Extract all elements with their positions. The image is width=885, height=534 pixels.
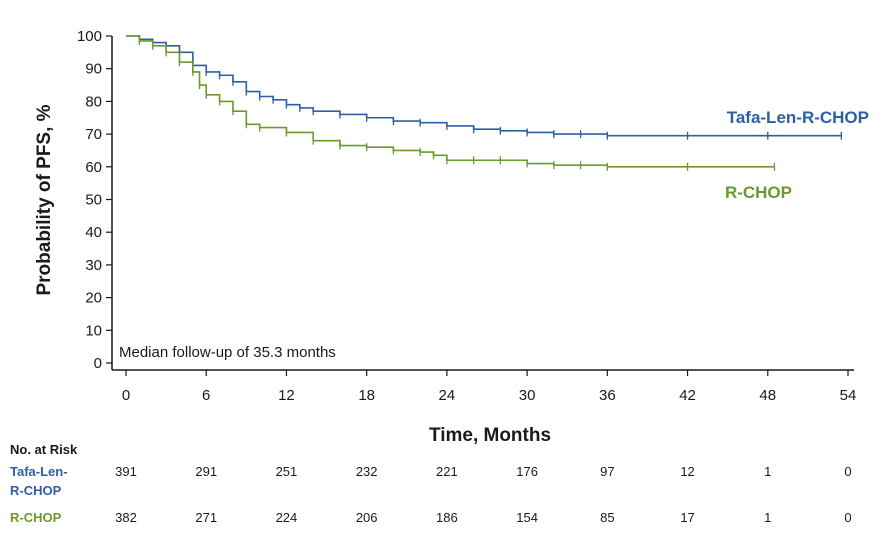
y-tick-label: 80 — [85, 93, 102, 110]
at-risk-count: 1 — [764, 464, 771, 479]
series-label-r-chop: R-CHOP — [725, 183, 792, 202]
x-ticks: 0 6 12 18 24 30 36 42 48 54 — [122, 370, 857, 404]
y-tick-label: 50 — [85, 192, 102, 209]
km-curve-r-chop — [126, 35, 775, 168]
y-tick-label: 90 — [85, 61, 102, 78]
at-risk-count: 291 — [195, 464, 217, 479]
at-risk-count: 154 — [516, 510, 538, 525]
y-tick-label: 30 — [85, 257, 102, 274]
y-ticks: 0 10 20 30 40 50 60 70 80 90 100 — [77, 28, 112, 372]
x-tick-label: 6 — [202, 387, 210, 404]
at-risk-count: 224 — [276, 510, 298, 525]
at-risk-count: 391 — [115, 464, 137, 479]
y-tick-label: 60 — [85, 159, 102, 176]
series-label-tafa-len-r-chop: Tafa-Len-R-CHOP — [727, 108, 869, 127]
x-tick-label: 42 — [679, 387, 696, 404]
at-risk-row-label-tafa-len-cont: R-CHOP — [10, 483, 62, 498]
x-axis-label: Time, Months — [429, 425, 551, 446]
at-risk-count: 382 — [115, 510, 137, 525]
at-risk-count: 0 — [844, 464, 851, 479]
at-risk-row-label-r-chop: R-CHOP — [10, 510, 62, 525]
y-tick-label: 10 — [85, 322, 102, 339]
at-risk-values: 391 291 251 232 221 176 97 12 1 0 382 271 224 206 186 1… — [115, 464, 851, 525]
at-risk-count: 85 — [600, 510, 614, 525]
y-tick-label: 70 — [85, 126, 102, 143]
y-tick-label: 20 — [85, 290, 102, 307]
x-tick-label: 30 — [519, 387, 536, 404]
at-risk-count: 97 — [600, 464, 614, 479]
series-layer — [126, 35, 842, 171]
y-tick-label: 40 — [85, 224, 102, 241]
x-tick-label: 12 — [278, 387, 295, 404]
y-axis-label: Probability of PFS, % — [34, 104, 55, 295]
x-tick-label: 18 — [358, 387, 375, 404]
x-tick-label: 54 — [840, 387, 857, 404]
at-risk-count: 0 — [844, 510, 851, 525]
at-risk-count: 271 — [195, 510, 217, 525]
x-tick-label: 24 — [439, 387, 456, 404]
at-risk-count: 206 — [356, 510, 378, 525]
y-tick-label: 0 — [94, 355, 102, 372]
axes — [111, 36, 854, 371]
median-followup-note: Median follow-up of 35.3 months — [119, 344, 336, 361]
at-risk-count: 1 — [764, 510, 771, 525]
at-risk-count: 186 — [436, 510, 458, 525]
at-risk-count: 232 — [356, 464, 378, 479]
at-risk-count: 251 — [276, 464, 298, 479]
at-risk-count: 17 — [680, 510, 694, 525]
at-risk-title: No. at Risk — [10, 442, 78, 457]
x-tick-label: 0 — [122, 387, 130, 404]
at-risk-count: 221 — [436, 464, 458, 479]
x-tick-label: 36 — [599, 387, 616, 404]
x-tick-label: 48 — [759, 387, 776, 404]
at-risk-count: 176 — [516, 464, 538, 479]
y-tick-label: 100 — [77, 28, 102, 45]
at-risk-row-label-tafa-len: Tafa-Len- — [10, 464, 68, 479]
at-risk-count: 12 — [680, 464, 694, 479]
